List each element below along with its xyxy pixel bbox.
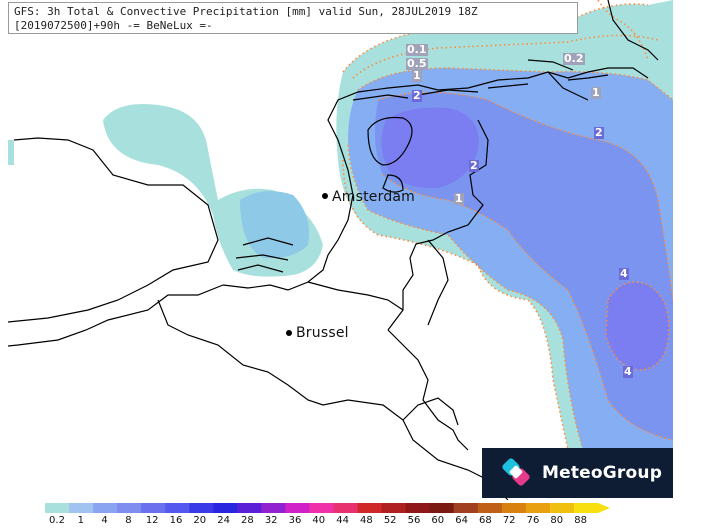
legend-swatch (477, 503, 503, 513)
legend-tick-label: 80 (550, 515, 564, 526)
legend-swatch (453, 503, 479, 513)
border-lux (402, 397, 459, 426)
legend-tick-label: 40 (312, 515, 326, 526)
contour-label: 4 (623, 365, 633, 378)
map-header: GFS: 3h Total & Convective Precipitation… (8, 2, 578, 34)
legend-tick-label: 44 (336, 515, 349, 526)
coastline-de-north (527, 0, 659, 71)
legend-color-bar (45, 503, 610, 513)
contour-line (377, 91, 673, 301)
legend-swatch (213, 503, 238, 513)
city-label-brussel: Brussel (296, 325, 349, 341)
precip-area-heavy-north (381, 107, 479, 189)
map-canvas (8, 0, 673, 500)
contour-label: 2 (594, 126, 604, 139)
meteogroup-logo: MeteoGroup (482, 448, 673, 498)
legend-swatch (141, 503, 166, 513)
legend-swatch (69, 503, 94, 513)
coastlines-borders (8, 0, 659, 500)
border-nl-de (387, 119, 489, 331)
city-marker-brussel (286, 330, 292, 336)
legend-tick-label: 12 (145, 515, 159, 526)
contour-label: 0.2 (563, 52, 585, 65)
border-be-fr-south (157, 299, 509, 500)
contour-line (605, 281, 670, 371)
coastline-ijsselmeer (367, 116, 413, 193)
legend-tick-label: 72 (502, 515, 516, 526)
legend-swatch (45, 503, 70, 513)
legend-swatch (285, 503, 310, 513)
legend-tick-label: 28 (241, 515, 254, 526)
legend-tick-label: 68 (479, 515, 492, 526)
legend-tick-label: 20 (193, 515, 207, 526)
legend-tick-label: 16 (169, 515, 183, 526)
legend-swatch (237, 503, 262, 513)
border-be-fr (8, 284, 224, 347)
contour-label: 2 (469, 159, 479, 172)
legend-swatch (117, 503, 142, 513)
legend-swatch (357, 503, 383, 513)
legend-tick-label: 76 (526, 515, 540, 526)
legend-swatch (549, 503, 575, 513)
coastline-nl (222, 67, 649, 291)
legend-swatch (405, 503, 431, 513)
legend-swatch (333, 503, 359, 513)
precip-area-light-edge (8, 140, 14, 165)
city-marker-amsterdam (322, 193, 328, 199)
legend-swatch (525, 503, 551, 513)
contour-label: 1 (412, 69, 422, 82)
border-de-interior (427, 239, 449, 326)
header-title-line: GFS: 3h Total & Convective Precipitation… (14, 5, 478, 18)
meteogroup-logo-icon (502, 458, 530, 486)
contour-label: 1 (454, 192, 464, 205)
precipitation-legend: 0.2 1 4 8 12 16 20 24 28 32 36 40 44 48 52 56 60 64 68 72 76… (45, 503, 610, 528)
contour-label: 0.5 (406, 57, 428, 70)
legend-swatch (501, 503, 527, 513)
legend-tick-label: 24 (217, 515, 230, 526)
legend-arrow (598, 503, 610, 513)
legend-tick-label: 88 (574, 515, 587, 526)
legend-swatch (93, 503, 118, 513)
contour-label: 4 (619, 267, 629, 280)
contour-line (597, 0, 649, 61)
contour-line (347, 144, 584, 451)
border-be-de (387, 329, 469, 451)
legend-tick-label: 8 (125, 515, 132, 526)
legend-swatch (429, 503, 455, 513)
precip-area-heaviest (606, 282, 669, 370)
precipitation-fields (8, 0, 673, 450)
legend-tick-label: 64 (455, 515, 468, 526)
coastline-islands (352, 71, 609, 101)
contour-label: 1 (591, 86, 601, 99)
legend-tick-label: 1 (77, 515, 84, 526)
meteogroup-logo-text: MeteoGroup (542, 463, 663, 483)
city-label-amsterdam: Amsterdam (332, 189, 416, 205)
contour-line (382, 174, 673, 441)
contour-line (352, 34, 659, 79)
coastline-zeeland (235, 237, 294, 273)
legend-tick-label: 56 (407, 515, 421, 526)
legend-tick-label: 52 (383, 515, 397, 526)
legend-swatch (189, 503, 214, 513)
legend-swatch (309, 503, 335, 513)
legend-tick-label: 60 (431, 515, 445, 526)
legend-tick-label: 0.2 (49, 515, 65, 526)
contour-label: 0.1 (406, 43, 428, 56)
legend-tick-label: 32 (264, 515, 278, 526)
header-run-line: [2019072500]+90h -= BeNeLux =- (14, 19, 213, 32)
precipitation-map: 0.1 0.5 1 2 1 2 0.2 1 2 4 4 Amsterdam Br… (8, 0, 673, 500)
legend-tick-label: 48 (360, 515, 373, 526)
contour-label: 2 (412, 89, 422, 102)
legend-swatch (261, 503, 286, 513)
legend-tick-label: 4 (101, 515, 108, 526)
legend-swatch (573, 503, 599, 513)
legend-swatch (381, 503, 407, 513)
legend-tick-label: 36 (288, 515, 302, 526)
coastline-uk (8, 137, 219, 323)
legend-swatch (165, 503, 190, 513)
border-be-nl (307, 281, 404, 311)
